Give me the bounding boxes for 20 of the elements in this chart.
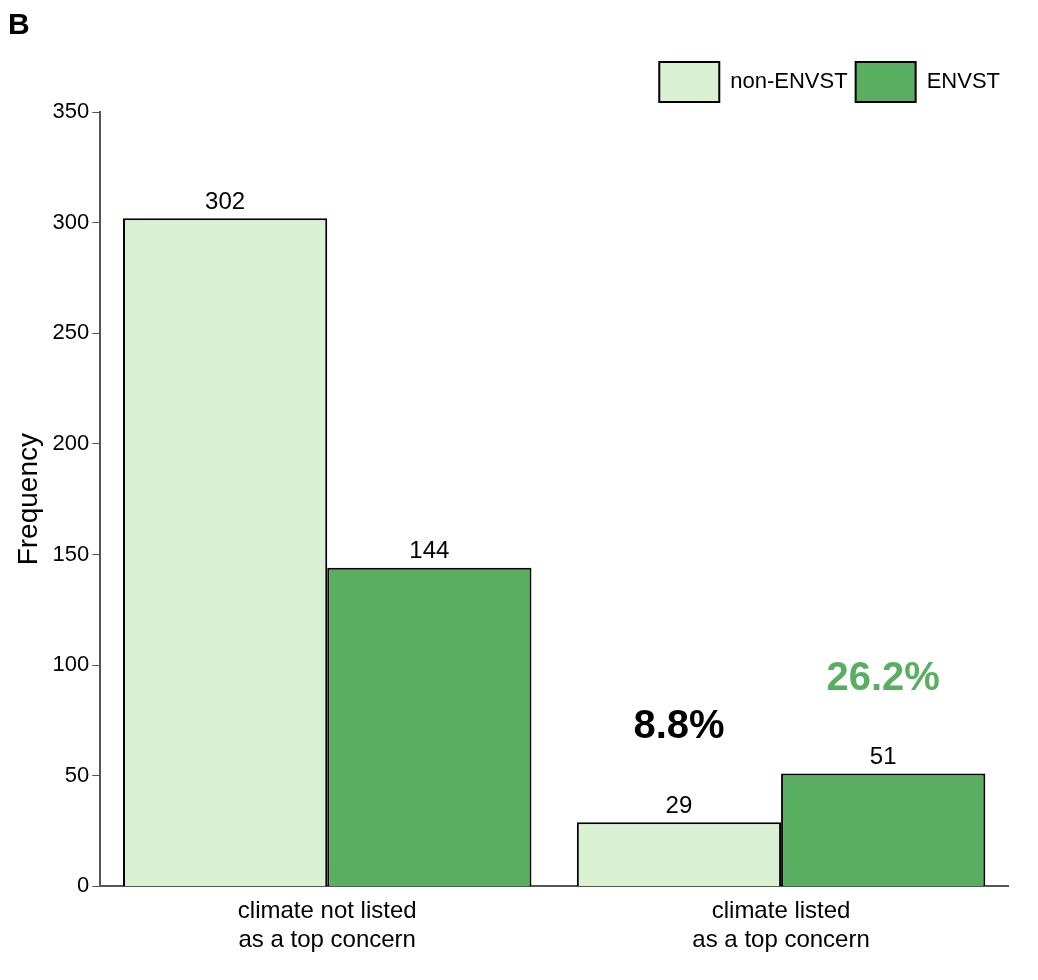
y-tick-label: 50 — [64, 761, 90, 787]
y-tick-label: 350 — [52, 98, 90, 124]
y-tick-label: 300 — [52, 208, 90, 234]
legend-label: ENVST — [926, 68, 1001, 94]
legend-label: non-ENVST — [730, 68, 848, 94]
annotation: 8.8% — [633, 702, 725, 747]
x-tick-label: climate not listed as a top concern — [237, 896, 417, 953]
y-axis-title: Frequency — [11, 433, 43, 566]
annotation: 26.2% — [826, 653, 940, 698]
y-tick-label: 100 — [52, 651, 90, 677]
data-label: 51 — [869, 742, 897, 770]
y-tick-label: 150 — [52, 540, 90, 566]
data-label: 144 — [409, 536, 450, 564]
data-label: 302 — [205, 186, 246, 214]
chart-title: B — [8, 7, 30, 41]
x-tick-label: climate listed as a top concern — [692, 896, 870, 953]
y-tick-label: 250 — [52, 319, 90, 345]
y-tick-label: 200 — [52, 429, 90, 455]
y-tick-label: 0 — [77, 872, 90, 898]
data-label: 29 — [665, 790, 693, 818]
